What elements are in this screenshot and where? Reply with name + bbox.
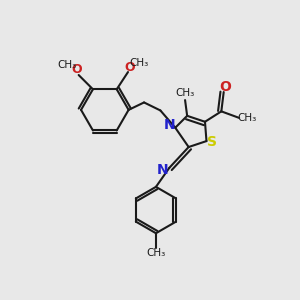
Text: N: N (157, 163, 169, 177)
Text: O: O (219, 80, 231, 94)
Text: CH₃: CH₃ (238, 113, 257, 123)
Text: CH₃: CH₃ (130, 58, 149, 68)
Text: CH₃: CH₃ (176, 88, 195, 98)
Text: CH₃: CH₃ (146, 248, 166, 258)
Text: O: O (72, 63, 82, 76)
Text: CH₃: CH₃ (57, 60, 76, 70)
Text: S: S (207, 135, 217, 149)
Text: O: O (124, 61, 134, 74)
Text: N: N (164, 118, 175, 132)
